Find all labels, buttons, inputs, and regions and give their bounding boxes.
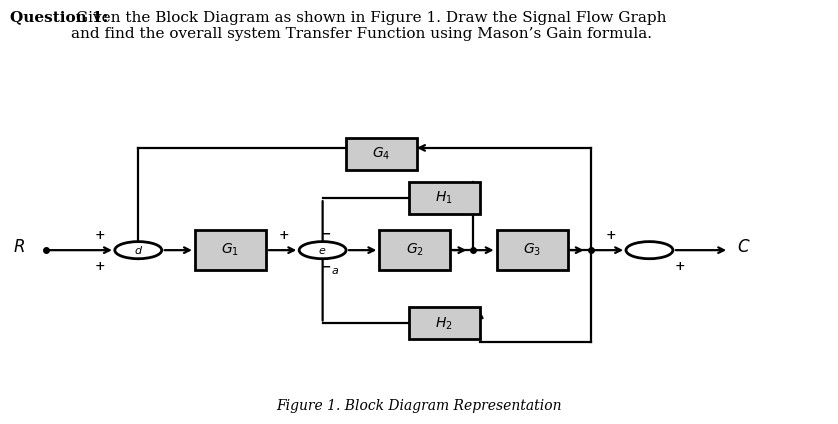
Text: $G_3$: $G_3$	[523, 242, 541, 258]
Text: $e$: $e$	[318, 245, 327, 256]
Text: $R$: $R$	[13, 239, 25, 256]
Bar	[379, 230, 451, 270]
Text: +: +	[606, 229, 616, 242]
Text: Figure 1. Block Diagram Representation: Figure 1. Block Diagram Representation	[277, 399, 561, 413]
Text: $G_2$: $G_2$	[406, 242, 424, 258]
Text: $C$: $C$	[737, 239, 751, 256]
Text: $H_1$: $H_1$	[435, 190, 453, 206]
Bar	[496, 230, 568, 270]
Text: −: −	[321, 228, 331, 240]
Circle shape	[626, 242, 673, 259]
Text: +: +	[95, 229, 105, 242]
Text: Given the Block Diagram as shown in Figure 1. Draw the Signal Flow Graph
and fin: Given the Block Diagram as shown in Figu…	[71, 11, 667, 41]
Text: $G_4$: $G_4$	[372, 146, 391, 162]
Text: $d$: $d$	[134, 244, 142, 256]
Text: +: +	[95, 260, 105, 273]
Circle shape	[115, 242, 162, 259]
Text: $G_1$: $G_1$	[221, 242, 240, 258]
Circle shape	[299, 242, 346, 259]
Text: $H_2$: $H_2$	[435, 315, 453, 332]
Text: +: +	[675, 260, 685, 273]
Text: Question 1:: Question 1:	[10, 11, 108, 25]
Bar	[409, 182, 479, 214]
Bar	[409, 307, 479, 340]
Text: +: +	[279, 229, 289, 242]
Text: $a$: $a$	[331, 265, 339, 276]
Text: −: −	[321, 261, 331, 274]
Bar	[194, 230, 266, 270]
Bar	[346, 138, 417, 170]
